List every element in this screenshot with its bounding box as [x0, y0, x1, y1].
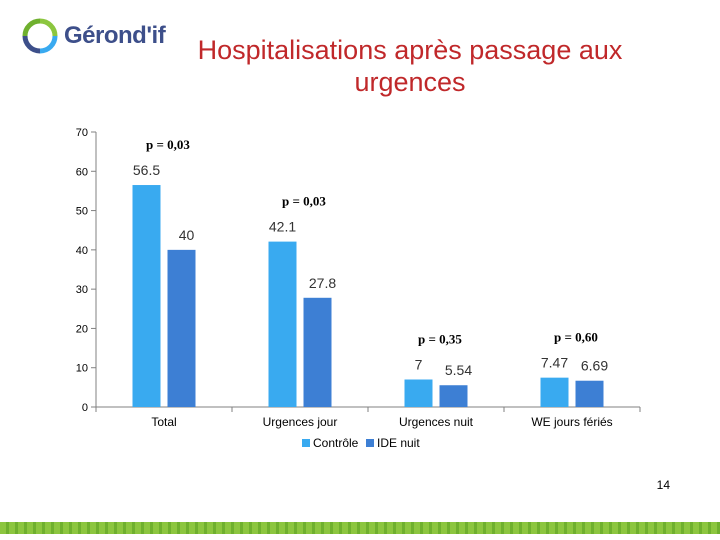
bar-ide-nuit	[303, 297, 332, 407]
y-tick-label: 0	[82, 402, 88, 414]
x-category-label: WE jours fériés	[531, 415, 612, 429]
data-label: 40	[179, 227, 195, 243]
data-label: 5.54	[445, 362, 472, 378]
data-label: 42.1	[269, 219, 296, 235]
y-tick-label: 40	[76, 245, 88, 257]
y-tick-label: 70	[76, 127, 88, 139]
y-tick-label: 30	[76, 284, 88, 296]
y-tick-label: 50	[76, 206, 88, 218]
logo: Gérond'if	[22, 14, 192, 58]
page-number: 14	[656, 478, 670, 492]
bar-ide-nuit	[575, 380, 604, 407]
p-value-label: p = 0,03	[282, 194, 326, 209]
bar-ide-nuit	[439, 385, 468, 407]
x-category-label: Total	[151, 415, 176, 429]
p-value-label: p = 0,35	[418, 332, 462, 347]
bar-controle	[268, 241, 297, 407]
legend-label: IDE nuit	[377, 436, 420, 450]
legend-swatch-controle	[302, 439, 310, 447]
p-value-label: p = 0,60	[554, 330, 598, 345]
chart-title: Hospitalisations après passage aux urgen…	[197, 35, 623, 97]
data-label: 56.5	[133, 162, 160, 178]
data-label: 7.47	[541, 355, 568, 371]
geronfif-logo-icon	[22, 18, 58, 54]
x-category-label: Urgences nuit	[399, 415, 474, 429]
bar-controle	[540, 377, 569, 407]
y-tick-label: 20	[76, 323, 88, 335]
bar-controle	[404, 379, 433, 407]
footer-bar	[0, 522, 720, 534]
y-tick-label: 10	[76, 363, 88, 375]
y-tick-label: 60	[76, 166, 88, 178]
p-value-label: p = 0,03	[146, 137, 190, 152]
data-label: 6.69	[581, 358, 608, 374]
legend-label: Contrôle	[313, 436, 359, 450]
bar-controle	[132, 185, 161, 407]
logo-text: Gérond'if	[64, 22, 166, 49]
bar-ide-nuit	[167, 249, 196, 407]
legend-swatch-ide-nuit	[366, 439, 374, 447]
data-label: 7	[415, 357, 423, 373]
bar-chart: 0 10 20 30 40 50 60 70 Total 56.5 40 p = 0,03 Urgenc…	[76, 127, 641, 450]
x-category-label: Urgences jour	[263, 415, 338, 429]
data-label: 27.8	[309, 275, 336, 291]
